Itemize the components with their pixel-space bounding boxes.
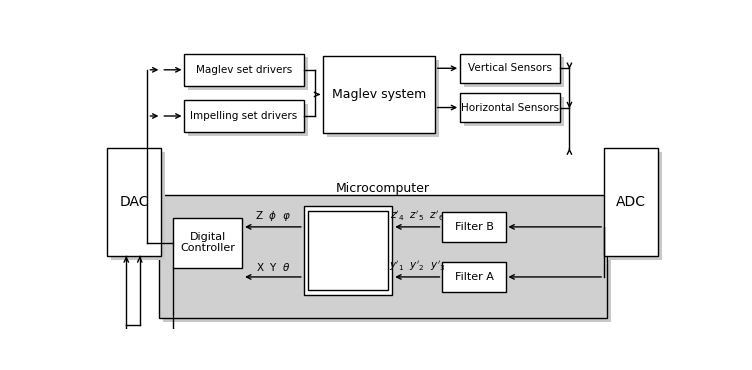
Bar <box>304 206 393 295</box>
Bar <box>464 57 564 87</box>
Bar <box>159 195 607 318</box>
Text: Impelling set drivers: Impelling set drivers <box>190 111 298 121</box>
Bar <box>163 198 611 322</box>
Bar <box>608 152 662 260</box>
Bar <box>327 60 438 137</box>
Text: Maglev set drivers: Maglev set drivers <box>196 65 293 75</box>
Bar <box>108 148 162 256</box>
Bar <box>460 54 560 83</box>
Bar <box>308 211 388 290</box>
Bar <box>173 218 242 268</box>
Text: $z'_4$  $z'_5$  $z'_6$: $z'_4$ $z'_5$ $z'_6$ <box>390 209 444 223</box>
Bar <box>442 262 505 292</box>
Bar <box>188 104 308 136</box>
Text: ADC: ADC <box>616 195 646 209</box>
Bar <box>323 56 435 133</box>
Text: Digital
Controller: Digital Controller <box>180 232 235 253</box>
Bar <box>184 100 304 132</box>
Text: Horizontal Sensors: Horizontal Sensors <box>461 102 559 112</box>
Text: Filter B: Filter B <box>454 222 493 232</box>
Text: DAC: DAC <box>120 195 149 209</box>
Text: X  Y  $\theta$: X Y $\theta$ <box>256 261 290 273</box>
Text: Vertical Sensors: Vertical Sensors <box>468 63 552 73</box>
Bar <box>464 97 564 126</box>
Bar <box>460 93 560 122</box>
Text: $y'_1$  $y'_2$  $y'_3$: $y'_1$ $y'_2$ $y'_3$ <box>389 259 446 273</box>
Text: Filter A: Filter A <box>454 272 493 282</box>
Text: Maglev system: Maglev system <box>332 88 426 101</box>
Bar <box>604 148 658 256</box>
Bar <box>184 54 304 86</box>
Text: Z  $\phi$  $\varphi$: Z $\phi$ $\varphi$ <box>255 209 291 223</box>
Text: Microcomputer: Microcomputer <box>336 182 430 195</box>
Bar <box>188 57 308 90</box>
Bar <box>111 152 165 260</box>
Bar <box>442 212 505 242</box>
